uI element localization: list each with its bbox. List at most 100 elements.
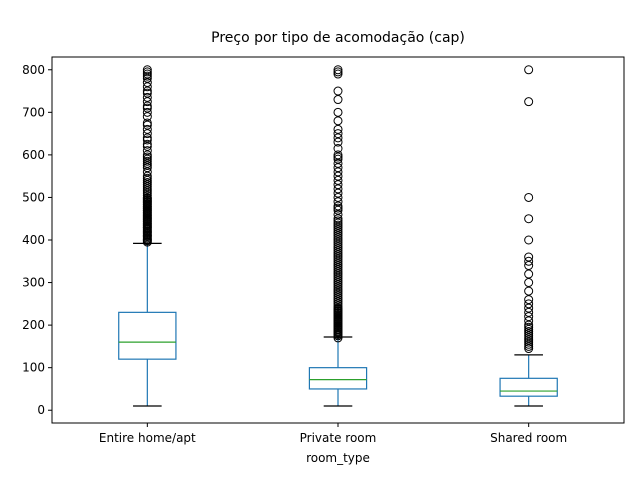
flier-point — [333, 205, 343, 215]
flier-point — [333, 235, 343, 245]
flier-point — [142, 112, 152, 122]
flier-point — [142, 180, 152, 190]
flier-point — [333, 250, 343, 260]
flier-point — [524, 307, 534, 317]
flier-point — [524, 214, 534, 224]
flier-point — [333, 254, 343, 264]
flier-point — [333, 175, 343, 185]
flier-point — [524, 261, 534, 271]
x-tick-label: Entire home/apt — [99, 431, 196, 445]
flier-point — [333, 237, 343, 247]
flier-point — [333, 229, 343, 239]
flier-point — [333, 280, 343, 290]
flier-point — [333, 203, 343, 213]
flier-point — [333, 144, 343, 153]
flier-point — [142, 173, 152, 183]
flier-point — [333, 244, 343, 254]
flier-point — [142, 107, 152, 117]
flier-point — [524, 320, 534, 330]
y-tick-label: 800 — [22, 63, 45, 77]
flier-point — [333, 273, 343, 283]
flier-point — [524, 286, 534, 296]
flier-point — [333, 209, 343, 219]
flier-point — [142, 129, 152, 139]
flier-point — [142, 182, 152, 192]
flier-point — [333, 263, 343, 273]
flier-point — [142, 178, 152, 188]
flier-point — [142, 120, 152, 130]
flier-point — [142, 92, 152, 102]
flier-point — [333, 216, 343, 226]
flier-point — [333, 167, 343, 177]
flier-point — [333, 171, 343, 181]
flier-point — [333, 233, 343, 243]
flier-point — [333, 299, 343, 309]
flier-point — [333, 284, 343, 294]
flier-point — [142, 103, 152, 113]
y-tick-label: 200 — [22, 318, 45, 332]
flier-point — [333, 65, 343, 75]
flier-point — [333, 246, 343, 256]
flier-point — [524, 65, 534, 75]
flier-point — [524, 339, 534, 349]
flier-point — [333, 152, 343, 162]
flier-point — [524, 341, 534, 351]
flier-point — [524, 97, 534, 107]
flier-point — [142, 156, 152, 166]
flier-point — [142, 154, 152, 164]
flier-point — [333, 288, 343, 298]
flier-point — [524, 256, 534, 266]
flier-point — [524, 331, 534, 341]
flier-point — [142, 146, 152, 156]
flier-point — [333, 107, 343, 117]
flier-point — [142, 141, 152, 151]
flier-point — [142, 135, 152, 145]
flier-point — [142, 97, 152, 107]
flier-point — [333, 201, 343, 211]
y-tick-label: 300 — [22, 276, 45, 290]
flier-point — [142, 171, 152, 181]
flier-point — [333, 231, 343, 241]
flier-point — [142, 67, 152, 77]
flier-point — [142, 152, 152, 162]
flier-point — [524, 299, 534, 309]
flier-point — [333, 133, 343, 143]
flier-point — [333, 124, 343, 134]
flier-point — [142, 71, 152, 81]
flier-point — [333, 197, 343, 207]
flier-point — [333, 297, 343, 307]
flier-point — [333, 239, 343, 249]
flier-point — [333, 116, 343, 126]
flier-point — [524, 235, 534, 245]
flier-point — [524, 312, 534, 322]
flier-point — [142, 190, 152, 200]
flier-point — [524, 252, 534, 262]
flier-point — [333, 290, 343, 300]
plot-area: 0 100 200 300 400 500 600 700 800 Entire home/apt… — [22, 56, 625, 445]
flier-point — [333, 95, 343, 105]
flier-point — [333, 226, 343, 236]
flier-point — [333, 67, 343, 77]
flier-point — [524, 335, 534, 345]
flier-point — [524, 295, 534, 305]
x-tick-label: Shared room — [490, 431, 567, 445]
flier-point — [333, 292, 343, 302]
flier-point — [333, 69, 343, 79]
flier-point — [333, 275, 343, 285]
chart-title: Preço por tipo de acomodação (cap) — [211, 30, 465, 46]
flier-point — [142, 88, 152, 98]
flier-point — [333, 184, 343, 194]
flier-point — [142, 163, 152, 173]
flier-point — [142, 161, 152, 171]
flier-point — [142, 188, 152, 198]
flier-point — [333, 265, 343, 275]
flier-point — [333, 286, 343, 296]
y-tick-label: 600 — [22, 148, 45, 162]
flier-point — [142, 73, 152, 83]
flier-point — [142, 78, 152, 88]
flier-point — [142, 150, 152, 160]
flier-point — [333, 267, 343, 277]
flier-point — [142, 65, 152, 75]
flier-point — [333, 256, 343, 266]
flier-point — [333, 192, 343, 202]
